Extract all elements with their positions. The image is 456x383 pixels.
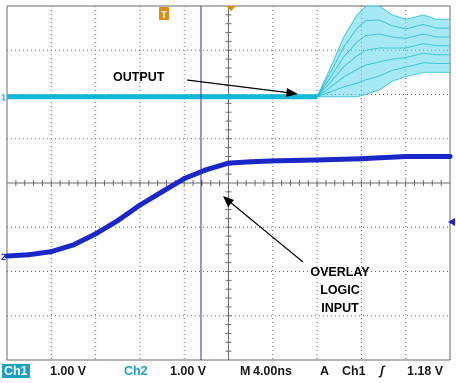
ch1-label[interactable]: Ch1 <box>2 364 30 378</box>
trigger-arrow-icon <box>226 6 236 11</box>
ch2-data-point <box>4 253 10 259</box>
ch1-trace-line <box>7 33 450 98</box>
trigger-marker-label: T <box>161 10 167 21</box>
ch2-waveform: 2 <box>1 153 453 262</box>
ch2-data-point <box>181 176 187 182</box>
ch2-data-point <box>447 153 453 159</box>
ch2-data-point <box>403 153 409 159</box>
output-label: OUTPUT <box>113 70 165 84</box>
ch2-data-point <box>26 252 32 258</box>
ch1-trace-line <box>7 62 450 98</box>
ch2-scale[interactable]: 1.00 V <box>170 364 207 378</box>
output-arrow-line <box>186 79 292 94</box>
overlay-arrowhead-icon <box>223 196 234 207</box>
timebase-value[interactable]: 4.00ns <box>253 364 292 378</box>
ch1-persistence-band <box>7 6 450 97</box>
trigger-marker-box <box>159 7 169 20</box>
ch1-trace-line <box>7 43 450 98</box>
ch2-data-point <box>159 189 165 195</box>
ch2-data-point <box>93 231 99 237</box>
ch2-data-point <box>314 157 320 163</box>
trigger-mode[interactable]: A <box>320 364 330 378</box>
ch2-data-point <box>358 156 364 162</box>
ch1-scale[interactable]: 1.00 V <box>50 364 87 378</box>
ch2-data-point <box>226 160 231 166</box>
ch1-trace-line <box>7 19 450 98</box>
rising-edge-icon: ʃ <box>380 364 384 378</box>
ch2-label[interactable]: Ch2 <box>124 364 148 378</box>
ch2-data-point <box>248 159 254 165</box>
ch2-ground-marker: 2 <box>1 252 6 262</box>
ch2-data-point <box>270 158 276 164</box>
timebase-prefix: M <box>240 364 251 378</box>
overlay-label-line3: INPUT <box>321 301 359 315</box>
ch1-waveform: 1 <box>1 5 450 103</box>
ch2-data-point <box>137 202 143 208</box>
trigger-position-marker: T <box>159 7 169 21</box>
output-arrowhead-icon <box>286 88 298 97</box>
ch2-data-point <box>48 249 54 255</box>
overlay-label-line2: LOGIC <box>320 283 360 297</box>
ch2-data-point <box>70 242 76 248</box>
overlay-label-line1: OVERLAY <box>310 265 370 279</box>
arrow-left-icon <box>448 218 455 226</box>
ch2-data-point <box>115 218 121 224</box>
ch1-trace-line <box>7 5 450 98</box>
trigger-channel[interactable]: Ch1 <box>342 364 366 378</box>
trigger-level-value[interactable]: 1.18 V <box>407 364 444 378</box>
ch1-trace-line <box>7 52 450 98</box>
status-bar: Ch1 1.00 V Ch2 1.00 V M 4.00ns A Ch1 ʃ 1… <box>0 361 456 383</box>
ch2-data-point <box>203 167 209 173</box>
ch1-trace-line <box>7 71 450 98</box>
overlay-arrow-line <box>229 201 304 263</box>
ch1-ground-marker: 1 <box>1 93 6 103</box>
